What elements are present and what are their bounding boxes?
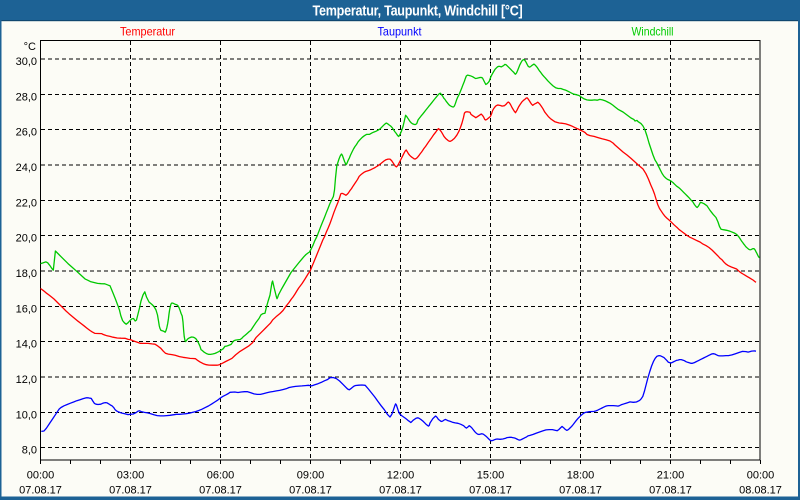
svg-text:14,0: 14,0 [16,339,37,351]
svg-text:Temperatur: Temperatur [120,25,175,39]
svg-text:08.08.17: 08.08.17 [739,485,782,497]
svg-text:Taupunkt: Taupunkt [378,25,423,39]
svg-text:12,0: 12,0 [16,374,37,386]
svg-text:Temperatur, Taupunkt, Windchil: Temperatur, Taupunkt, Windchill [°C] [313,3,523,20]
svg-text:18,0: 18,0 [16,268,37,280]
svg-text:24,0: 24,0 [16,162,37,174]
svg-text:07.08.17: 07.08.17 [19,485,62,497]
svg-text:28,0: 28,0 [16,91,37,103]
svg-text:15:00: 15:00 [477,470,505,482]
svg-text:09:00: 09:00 [297,470,325,482]
svg-text:07.08.17: 07.08.17 [199,485,242,497]
svg-text:07.08.17: 07.08.17 [469,485,512,497]
svg-text:22,0: 22,0 [16,197,37,209]
svg-text:30,0: 30,0 [16,56,37,68]
svg-text:06:00: 06:00 [207,470,235,482]
svg-text:07.08.17: 07.08.17 [109,485,152,497]
svg-text:00:00: 00:00 [27,470,55,482]
svg-text:°C: °C [24,41,36,53]
svg-text:07.08.17: 07.08.17 [289,485,332,497]
svg-text:8,0: 8,0 [22,445,37,457]
svg-text:07.08.17: 07.08.17 [649,485,692,497]
svg-text:26,0: 26,0 [16,127,37,139]
svg-text:03:00: 03:00 [117,470,145,482]
svg-text:Windchill: Windchill [632,25,674,39]
svg-text:12:00: 12:00 [387,470,415,482]
svg-text:07.08.17: 07.08.17 [559,485,602,497]
svg-text:21:00: 21:00 [657,470,685,482]
svg-text:18:00: 18:00 [567,470,595,482]
svg-text:16,0: 16,0 [16,303,37,315]
svg-text:00:00: 00:00 [747,470,775,482]
svg-text:10,0: 10,0 [16,409,37,421]
svg-text:20,0: 20,0 [16,233,37,245]
svg-text:07.08.17: 07.08.17 [379,485,422,497]
